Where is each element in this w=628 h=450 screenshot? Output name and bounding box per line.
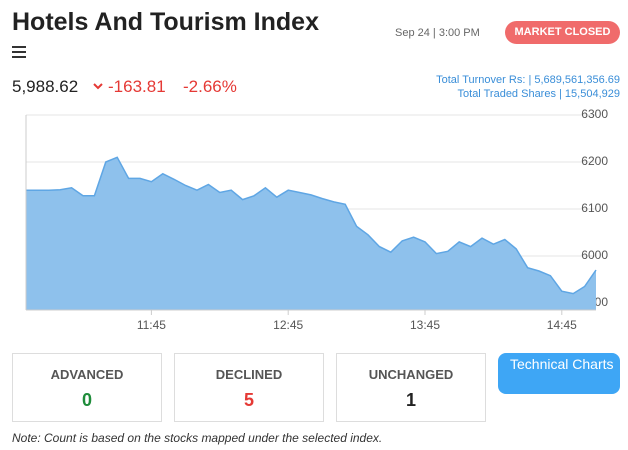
stat-label: UNCHANGED	[368, 367, 454, 382]
x-tick-label: 12:45	[273, 318, 303, 332]
x-tick-label: 11:45	[137, 318, 166, 332]
stat-label: ADVANCED	[50, 367, 124, 382]
turnover: Total Turnover Rs: | 5,689,561,356.69	[436, 74, 620, 86]
price: 5,988.62	[12, 77, 79, 96]
market-status: MARKET CLOSED	[505, 21, 620, 44]
stat-count: 5	[243, 390, 254, 410]
stat-box: DECLINED 5	[174, 353, 324, 422]
technical-charts-button[interactable]: Technical Charts	[498, 353, 620, 394]
stat-box: ADVANCED 0	[12, 353, 162, 422]
change-pct: -2.66%	[183, 77, 237, 96]
area-line	[26, 156, 597, 295]
note: Note: Count is based on the stocks mappe…	[12, 431, 383, 445]
change: -163.81	[108, 77, 166, 96]
y-tick-label: 6300	[581, 107, 608, 121]
datetime: Sep 24 | 3:00 PM	[395, 27, 480, 39]
stat-count: 1	[405, 390, 416, 410]
stat-count: 0	[81, 390, 92, 410]
stat-box: UNCHANGED 1	[336, 353, 486, 422]
x-tick-label: 14:45	[547, 318, 577, 332]
title: Hotels And Tourism Index	[12, 8, 319, 36]
menu-icon[interactable]	[12, 46, 26, 58]
y-tick-label: 6200	[581, 154, 608, 168]
y-tick-label: 6000	[581, 248, 608, 262]
area-fill	[26, 157, 596, 310]
traded-shares: Total Traded Shares | 15,504,929	[457, 88, 620, 100]
x-tick-label: 13:45	[410, 318, 440, 332]
y-tick-label: 6100	[581, 201, 608, 215]
down-arrow	[93, 83, 103, 90]
stat-label: DECLINED	[215, 367, 283, 382]
